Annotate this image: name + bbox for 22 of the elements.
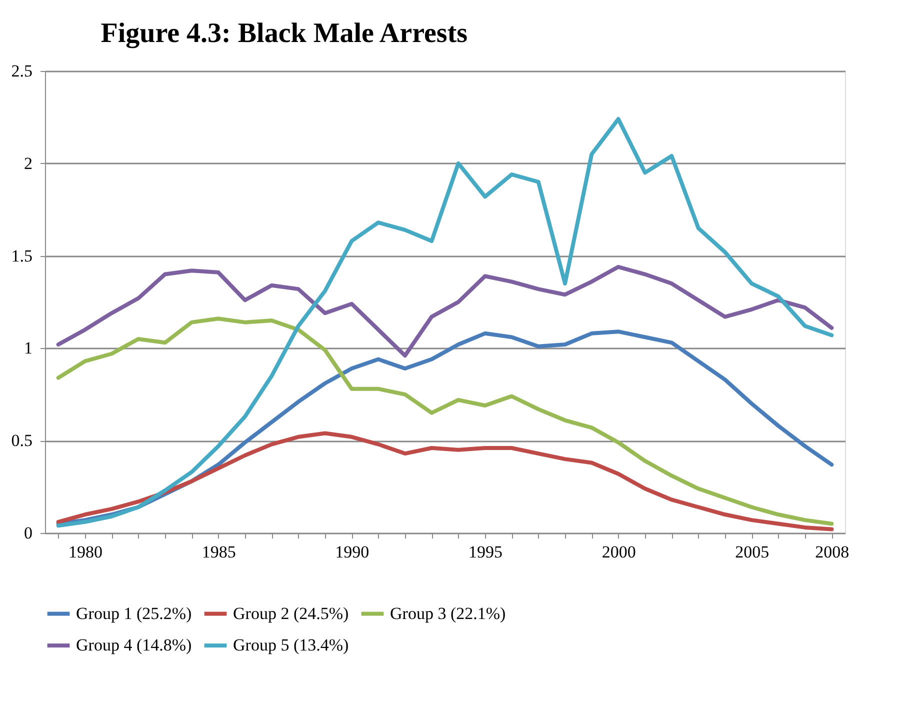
legend-label: Group 2 (24.5%) (233, 604, 349, 623)
x-tick-label: 2008 (815, 542, 850, 562)
y-tick-label: 2.5 (11, 62, 32, 80)
legend-label: Group 4 (14.8%) (76, 636, 192, 654)
x-tick-label: 2000 (602, 542, 636, 562)
x-tick-label: 1985 (202, 542, 236, 562)
legend-label: Group 3 (22.1%) (390, 604, 506, 623)
y-tick-label: 0 (24, 524, 32, 542)
line-series (56, 117, 834, 528)
legend-label: Group 5 (13.4%) (233, 636, 349, 654)
y-tick-label: 1 (24, 338, 32, 358)
y-tick-label: 1.5 (11, 246, 32, 266)
x-tick-label: 2005 (735, 542, 770, 562)
chart-title: Figure 4.3: Black Male Arrests (100, 18, 468, 49)
line-series (56, 264, 834, 358)
legend-label: Group 1 (25.2%) (76, 604, 192, 623)
x-tick-label: 1990 (335, 542, 370, 562)
y-tick-label: 2 (24, 154, 32, 173)
x-tick-label: 1995 (468, 542, 502, 562)
x-tick-label: 1980 (68, 542, 102, 562)
line-series (56, 431, 834, 532)
y-tick-label: 0.5 (11, 431, 32, 450)
